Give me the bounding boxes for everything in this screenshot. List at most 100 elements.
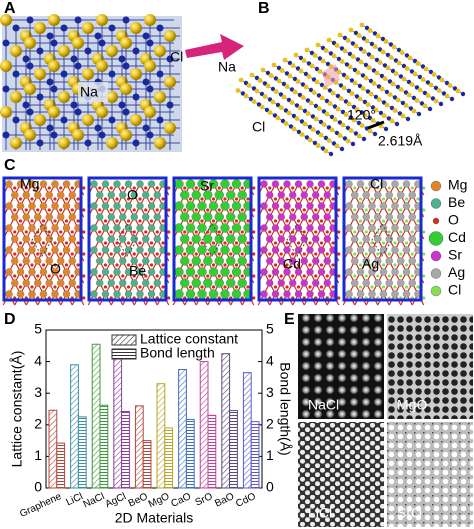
na-atom xyxy=(36,47,44,55)
cl-atom xyxy=(417,87,423,93)
atom xyxy=(345,290,353,298)
atom xyxy=(153,257,161,265)
cl-atom xyxy=(380,49,386,55)
na-atom xyxy=(36,139,44,147)
atom xyxy=(291,208,295,212)
atom xyxy=(180,278,190,288)
na-atom xyxy=(118,55,126,63)
cl-atom xyxy=(164,30,176,42)
atom xyxy=(317,290,326,298)
atom xyxy=(296,241,301,245)
atom xyxy=(246,285,250,289)
atom xyxy=(113,290,121,298)
atom xyxy=(408,235,416,243)
atom xyxy=(90,246,98,254)
atom xyxy=(161,285,165,289)
atom xyxy=(167,296,171,300)
y-tick-label: 4 xyxy=(34,352,42,368)
panel-label: D xyxy=(4,311,16,328)
atom xyxy=(323,279,331,287)
atom xyxy=(22,257,30,265)
atom xyxy=(323,235,331,243)
atom xyxy=(368,290,376,298)
atom xyxy=(353,252,357,256)
atom xyxy=(231,289,242,299)
atom xyxy=(188,219,193,223)
atom xyxy=(115,263,119,267)
atom xyxy=(194,186,198,190)
atom xyxy=(306,246,314,254)
atom xyxy=(109,230,113,234)
atom xyxy=(277,279,285,287)
na-atom xyxy=(2,85,10,93)
na-atom xyxy=(98,131,106,139)
legend-swatch xyxy=(111,348,137,360)
cl-atom xyxy=(370,118,376,123)
atom xyxy=(109,186,113,190)
atom xyxy=(59,252,63,256)
atom xyxy=(82,230,86,234)
na-atom xyxy=(122,62,130,70)
bar xyxy=(56,442,66,489)
na-atom xyxy=(132,47,140,55)
atom xyxy=(364,208,368,212)
cl-atom xyxy=(318,132,324,138)
cl-atom xyxy=(385,65,391,71)
atom xyxy=(402,246,411,254)
atom xyxy=(226,212,236,222)
atom xyxy=(300,257,308,265)
atom xyxy=(136,180,144,188)
atom xyxy=(312,213,320,221)
cl-atom xyxy=(392,108,398,113)
cl-atom xyxy=(293,52,299,58)
atom xyxy=(16,202,25,210)
atom xyxy=(155,252,159,256)
atom xyxy=(404,241,409,245)
atom xyxy=(229,274,233,278)
atom xyxy=(234,219,239,223)
atom xyxy=(5,246,13,254)
legend-label: Be xyxy=(448,194,465,210)
atom xyxy=(214,190,224,200)
atom xyxy=(90,268,98,276)
atom xyxy=(283,268,291,276)
atom xyxy=(246,197,250,201)
atom xyxy=(410,252,414,256)
atom xyxy=(191,278,201,288)
atom xyxy=(325,186,329,190)
atom xyxy=(211,197,216,201)
atom xyxy=(13,274,17,278)
atom xyxy=(98,274,102,278)
cl-atom xyxy=(323,48,329,53)
atom xyxy=(119,235,127,243)
atom xyxy=(312,257,320,265)
atom xyxy=(96,257,104,265)
atom xyxy=(289,191,297,199)
atom xyxy=(364,274,368,278)
na-atom xyxy=(94,124,102,132)
atom xyxy=(379,202,388,210)
atom xyxy=(266,213,274,221)
cl-atom xyxy=(317,69,323,74)
atom xyxy=(300,213,308,221)
panel-a: Na Cl xyxy=(0,14,183,152)
atom xyxy=(379,246,388,254)
atom xyxy=(296,285,301,289)
y2-tick-label: 5 xyxy=(266,321,274,337)
atom xyxy=(197,223,207,233)
y2-tick-label: 3 xyxy=(266,384,274,400)
atom xyxy=(119,279,127,287)
atom xyxy=(314,274,318,278)
atom xyxy=(268,274,272,278)
na-atom xyxy=(26,16,34,24)
cl-atom xyxy=(324,111,330,117)
atom xyxy=(197,267,207,277)
atom xyxy=(57,213,65,221)
atom xyxy=(370,241,374,245)
atom xyxy=(260,180,268,188)
atom xyxy=(70,274,74,278)
atom xyxy=(337,186,341,190)
atom xyxy=(277,235,285,243)
atom xyxy=(296,197,301,201)
